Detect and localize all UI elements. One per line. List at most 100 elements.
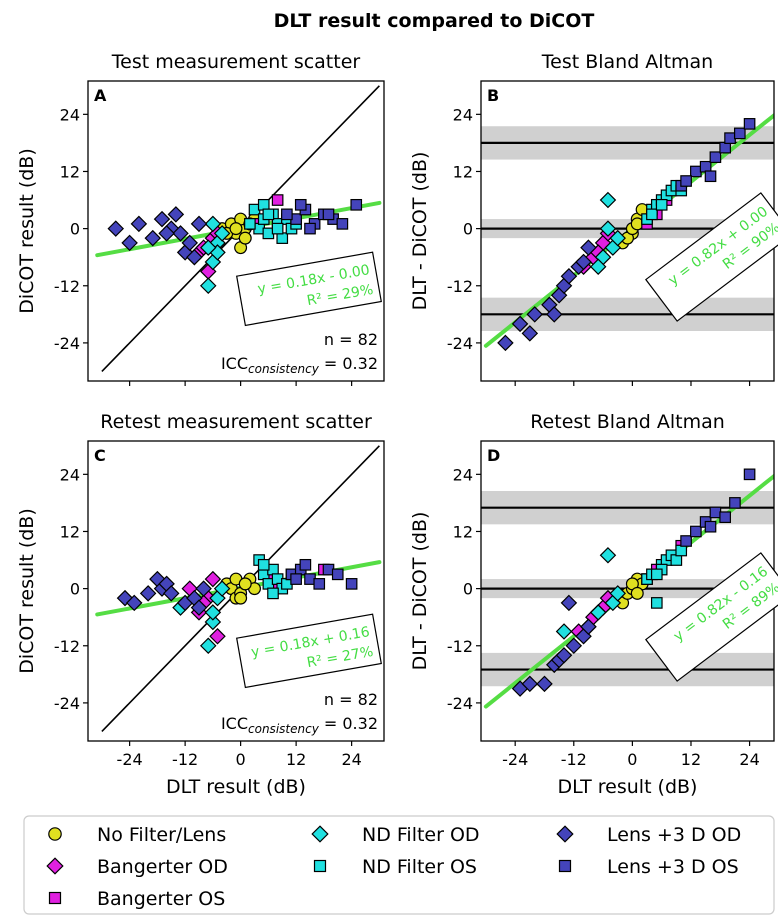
data-point	[680, 535, 692, 547]
fit-annotation-box	[645, 192, 778, 322]
legend-marker	[558, 859, 572, 873]
y-tick-label: 0	[463, 580, 473, 599]
x-tick-label: -24	[502, 750, 528, 769]
y-tick-label: -24	[447, 334, 473, 353]
data-point	[238, 577, 252, 591]
series-lens-3-d-os	[675, 118, 756, 192]
series-lens-3-d-od	[511, 594, 597, 697]
data-point	[545, 306, 563, 323]
data-point	[719, 141, 731, 154]
data-point	[609, 585, 626, 602]
legend: No Filter/Lens ND Filter OD Lens +3 D OD Ba…	[23, 815, 775, 915]
legend-label: Bangerter OS	[97, 888, 225, 910]
data-point	[729, 497, 741, 509]
data-point	[724, 132, 736, 144]
x-tick-label: 24	[341, 750, 361, 769]
panel-letter: B	[487, 86, 499, 105]
x-tick-label: 24	[739, 750, 759, 769]
data-point	[555, 647, 573, 664]
y-tick-label: -12	[447, 637, 473, 656]
x-tick-label: 0	[627, 750, 637, 769]
data-point	[680, 175, 692, 187]
data-point	[650, 597, 663, 609]
legend-marker	[48, 827, 62, 841]
data-point	[190, 215, 208, 233]
suptitle: DLT result compared to DiCOT	[274, 10, 595, 32]
legend-entry-bangerter-os: Bangerter OS	[48, 888, 225, 910]
legend-label: Bangerter OD	[97, 856, 228, 878]
legend-entry-nd-filter-od: ND Filter OD	[311, 824, 480, 846]
x-tick-label: 12	[681, 750, 701, 769]
data-point	[733, 127, 746, 140]
legend-label: Lens +3 D OD	[607, 824, 741, 846]
icc-value: ICCconsistency = 0.32	[221, 354, 378, 376]
data-point	[190, 599, 208, 616]
y-axis-label: DiCOT result (dB)	[16, 508, 38, 674]
series-lens-3-d-os	[285, 558, 358, 590]
data-point	[536, 675, 553, 693]
series-lens-3-d-os	[281, 198, 363, 235]
x-axis-label: DLT result (dB)	[558, 776, 698, 798]
data-point	[704, 170, 717, 183]
fit-annotation-box	[645, 552, 778, 682]
data-point	[709, 506, 722, 519]
series-no-filter-lens	[616, 572, 649, 610]
data-point	[204, 613, 222, 631]
axes-frame	[87, 80, 385, 382]
data-point	[599, 547, 617, 564]
data-point	[204, 570, 222, 588]
panel-letter: C	[94, 446, 106, 465]
legend-entry-lens-3-d-os: Lens +3 D OS	[558, 856, 739, 878]
data-point	[599, 191, 617, 209]
data-point	[204, 604, 222, 621]
legend-marker	[48, 891, 62, 905]
y-tick-label: 0	[70, 580, 80, 599]
data-point	[257, 198, 270, 211]
y-tick-label: -24	[54, 694, 80, 713]
n-count: n = 82	[324, 330, 378, 349]
data-point	[304, 222, 316, 235]
data-point	[313, 578, 326, 590]
data-point	[144, 229, 162, 247]
y-tick-label: 24	[453, 105, 473, 124]
y-tick-label: 0	[70, 220, 80, 239]
x-tick-label: -12	[172, 750, 198, 769]
series-no-filter-lens	[220, 572, 261, 605]
data-point	[162, 585, 180, 602]
y-axis-label: DLT - DiCOT (dB)	[409, 152, 431, 311]
legend-label: ND Filter OS	[362, 856, 477, 878]
legend-entry-bangerter-od: Bangerter OD	[46, 856, 228, 878]
data-point	[743, 468, 756, 481]
data-point	[121, 234, 138, 252]
data-point	[199, 239, 217, 256]
data-point	[153, 210, 171, 228]
legend-marker	[313, 859, 327, 873]
data-point	[331, 568, 344, 581]
data-point	[743, 118, 756, 130]
data-point	[195, 580, 212, 597]
y-tick-label: -12	[54, 637, 80, 656]
data-point	[186, 248, 203, 266]
data-point	[709, 151, 722, 164]
y-tick-label: 24	[453, 465, 473, 484]
panel-title: Retest Bland Altman	[530, 411, 725, 433]
data-point	[130, 215, 148, 233]
data-point	[580, 618, 597, 635]
data-point	[699, 160, 712, 173]
data-point	[345, 578, 358, 590]
y-tick-label: 12	[453, 522, 473, 541]
x-axis-label: DLT result (dB)	[166, 776, 306, 798]
data-point	[276, 232, 289, 244]
y-tick-label: -24	[54, 334, 80, 353]
data-point	[599, 220, 617, 237]
panel-c: 24 12 0 -12 -24 -24 -12 0 12 24 Retest measurement…	[16, 411, 385, 798]
fit-annotation-box	[235, 613, 382, 689]
data-point	[257, 558, 270, 571]
series-lens-3-d-od	[107, 206, 208, 266]
data-point	[609, 229, 626, 247]
icc-value: ICCconsistency = 0.32	[221, 714, 378, 736]
series-nd-filter-os	[253, 554, 298, 600]
x-tick-label: 12	[286, 750, 306, 769]
